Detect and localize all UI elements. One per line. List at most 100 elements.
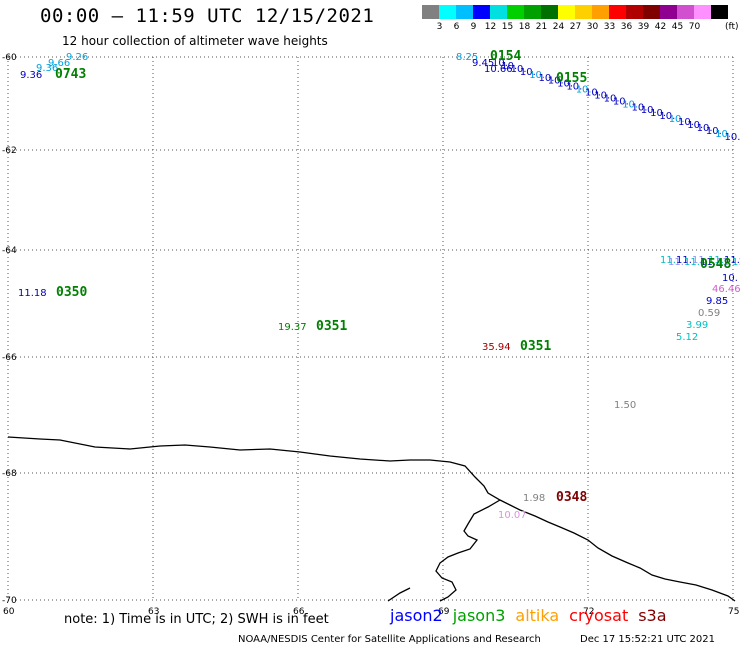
legend-color-swatch: 24 [553,5,575,32]
legend-color-swatch: 15 [502,5,524,32]
observation-time-label: 0348 [556,490,587,505]
track-swh-label: 10. [548,76,564,87]
legend-label: 39 [637,22,650,32]
observation-swh-label: 3.99 [686,320,708,331]
footer-note: note: 1) Time is in UTC; 2) SWH is in fe… [64,612,329,627]
legend-color-swatch: 12 [485,5,507,32]
track-swh-label: 11. [660,255,676,266]
x-tick-label: 75 [728,607,739,617]
legend-label: 3 [436,22,443,32]
track-swh-label: 11. [692,255,708,266]
legend-label: 42 [654,22,667,32]
y-tick-label: -62 [2,146,17,156]
track-swh-label: 11. [716,257,732,268]
track-swh-label: 11. [676,255,692,266]
observation-swh-label: 46.46 [712,284,740,295]
coastline [7,436,736,602]
map-title: 00:00 – 11:59 UTC 12/15/2021 [40,5,375,27]
track-swh-label: 10. [604,93,620,104]
legend-label: 70 [688,22,701,32]
track-swh-label: 10. [539,73,555,84]
legend-color-swatch: 27 [570,5,592,32]
track-swh-label: 11. [684,257,700,268]
observation-time-label: 0743 [55,67,86,82]
legend-color-swatch: 30 [587,5,609,32]
track-swh-label: 10. [725,132,740,143]
satellite-legend: jason2 jason3 altika cryosat s3a [390,606,677,625]
satellite-name-jason3: jason3 [452,606,506,625]
track-swh-label: 11. [732,257,740,268]
legend-color-swatch: 45 [672,5,694,32]
observation-time-label: 0154 [490,49,521,64]
observation-swh-label: 9.36 [20,70,42,81]
observation-time-label: 0351 [520,339,551,354]
observation-time-label: 0548 [700,257,731,272]
legend-color-swatch: 9 [471,5,490,32]
x-tick-label: 72 [583,607,594,617]
track-swh-label: 10. [613,96,629,107]
legend-color-swatch: 33 [604,5,626,32]
legend-color-swatch: 18 [519,5,541,32]
track-swh-label: 10. [576,85,592,96]
observation-swh-label: 9.26 [66,52,88,63]
legend-label: 21 [535,22,548,32]
satellite-name-jason2: jason2 [390,606,443,625]
satellite-name-cryosat: cryosat [569,606,629,625]
observation-swh-label: 10.66 [484,64,513,75]
observation-swh-label: 9.85 [706,296,728,307]
track-swh-label: 10. [585,88,601,99]
legend-label: 36 [620,22,633,32]
track-swh-label: 10. [687,120,703,131]
satellite-name-altika: altika [515,606,560,625]
credit-text: NOAA/NESDIS Center for Satellite Applica… [238,634,541,645]
track-swh-label: 10. [650,108,666,119]
observation-swh-label: 19.37 [278,322,307,333]
track-swh-label: 10. [492,58,508,69]
track-swh-label: 10. [511,64,527,75]
track-swh-label: 10. [715,129,731,140]
legend-color-swatch: 70 [689,5,711,32]
track-swh-label: 10. [641,105,657,116]
observation-swh-label: 35.94 [482,342,511,353]
observation-swh-label: 1.98 [523,493,545,504]
observation-swh-label: 1.50 [614,400,636,411]
legend-label: 45 [671,22,684,32]
track-swh-label: 10. [520,67,536,78]
x-tick-label: 69 [438,607,450,617]
observation-swh-label: 10. [722,273,738,284]
legend-label: 15 [501,22,514,32]
legend-color-swatch: 3 [437,5,456,32]
legend-color-swatch: 39 [638,5,660,32]
track-swh-label: 10. [697,123,713,134]
track-swh-label: 10. [706,126,722,137]
coastline-path [7,436,736,602]
observation-swh-label: 9.45 [472,58,494,69]
legend-label: 27 [569,22,582,32]
track-swh-label: 11. [700,257,716,268]
track-swh-label: 10. [566,82,582,93]
y-tick-label: -60 [2,53,17,63]
legend-unit: (ft) [725,22,739,32]
observation-swh-label: 5.12 [676,332,698,343]
legend-color-swatch [422,5,439,19]
color-legend: 3 6 9 12 15 18 21 24 27 30 33 36 39 42 45 70 [422,5,728,32]
legend-label: 33 [603,22,616,32]
map-subtitle: 12 hour collection of altimeter wave hei… [62,34,328,48]
track-swh-label: 10. [678,117,694,128]
legend-label: 12 [484,22,497,32]
satellite-name-s3a: s3a [638,606,667,625]
legend-label: 18 [518,22,531,32]
credit-timestamp: Dec 17 15:52:21 UTC 2021 [580,634,715,645]
observation-time-label: 0351 [316,319,347,334]
observation-time-label: 0350 [56,285,87,300]
legend-color-swatch: 21 [536,5,558,32]
observation-swh-label: 11.18 [18,288,47,299]
track-swh-label: 10. [622,99,638,110]
legend-label: 24 [552,22,565,32]
observation-swh-label: 9.36 [36,63,58,74]
observation-time-label: 0155 [556,71,587,86]
track-swh-label: 10. [659,111,675,122]
coastline-fragment-path [387,587,411,602]
legend-color-swatch: 6 [454,5,473,32]
